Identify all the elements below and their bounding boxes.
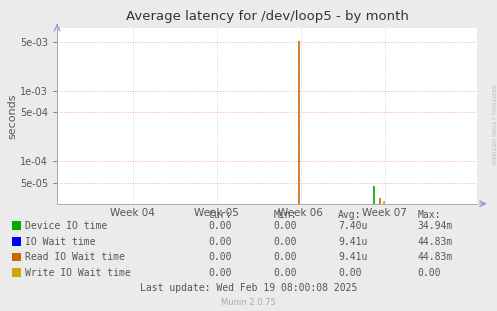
Text: 9.41u: 9.41u (338, 252, 367, 262)
Text: Avg:: Avg: (338, 210, 361, 220)
Text: Device IO time: Device IO time (25, 221, 107, 231)
Y-axis label: seconds: seconds (7, 93, 17, 139)
Text: 0.00: 0.00 (209, 252, 232, 262)
Text: 0.00: 0.00 (417, 268, 441, 278)
Text: 0.00: 0.00 (273, 237, 297, 247)
Text: IO Wait time: IO Wait time (25, 237, 95, 247)
Title: Average latency for /dev/loop5 - by month: Average latency for /dev/loop5 - by mont… (126, 10, 409, 23)
Text: 0.00: 0.00 (338, 268, 361, 278)
Text: 0.00: 0.00 (273, 252, 297, 262)
Text: 34.94m: 34.94m (417, 221, 453, 231)
Text: Last update: Wed Feb 19 08:00:08 2025: Last update: Wed Feb 19 08:00:08 2025 (140, 283, 357, 293)
Text: Max:: Max: (417, 210, 441, 220)
Text: Munin 2.0.75: Munin 2.0.75 (221, 298, 276, 307)
Text: 0.00: 0.00 (209, 237, 232, 247)
Text: 0.00: 0.00 (273, 221, 297, 231)
Text: 9.41u: 9.41u (338, 237, 367, 247)
Text: Read IO Wait time: Read IO Wait time (25, 252, 125, 262)
Text: 44.83m: 44.83m (417, 237, 453, 247)
Text: Min:: Min: (273, 210, 297, 220)
Text: 0.00: 0.00 (209, 268, 232, 278)
Text: RRDTOOL / TOBI OETIKER: RRDTOOL / TOBI OETIKER (491, 84, 496, 165)
Text: 7.40u: 7.40u (338, 221, 367, 231)
Text: 0.00: 0.00 (209, 221, 232, 231)
Text: Cur:: Cur: (209, 210, 232, 220)
Text: 0.00: 0.00 (273, 268, 297, 278)
Text: 44.83m: 44.83m (417, 252, 453, 262)
Text: Write IO Wait time: Write IO Wait time (25, 268, 131, 278)
